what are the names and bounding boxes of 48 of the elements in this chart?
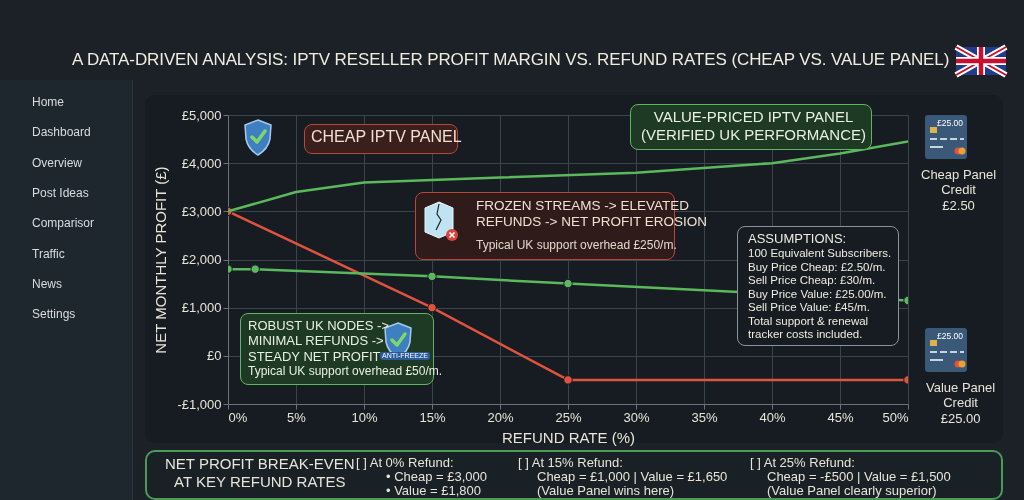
x-tick-label: 40% [759,409,786,425]
text: Overview [32,156,83,171]
x-tick-label: 25% [555,409,582,425]
x-axis-title: REFUND RATE (%) [501,428,636,446]
text: News [32,277,63,292]
text: (Value Panel clearly superior) [767,483,937,499]
point [563,278,573,289]
text: Post Ideas [32,186,89,201]
text: Cheap = -£500 | Value = £1,500 [767,469,951,485]
y-tick-label: -£1,000 [177,396,222,412]
text: £25.00 [937,331,963,342]
text: Settings [32,307,76,322]
y-tick-label: £4,000 [181,155,222,171]
x-tick-label: 15% [419,409,446,425]
y-tick-label: £1,000 [181,300,222,316]
text: Value Panel Credit £25.00 [926,380,996,426]
text: • Value = £1,800 [386,483,482,499]
text: Cheap = £1,000 | Value = £1,650 [537,469,728,485]
x-tick-label: 0% [228,409,248,425]
text: Home [32,95,65,110]
text: [ ] At 0% Refund: [356,455,454,471]
y-axis-title: NET MONTHLY PROFIT (£) [152,166,170,354]
text: [ ] At 15% Refund: [518,455,623,471]
x-tick-label: 45% [827,409,854,425]
y-tick-label: £0 [207,348,222,364]
annotation: ASSUMPTIONS: [748,231,847,247]
point [427,271,437,282]
text: (Value Panel wins here) [537,483,675,499]
chart-title: A DATA-DRIVEN ANALYSIS: IPTV RESELLER PROFIT MARGIN VS. REFUND RATES (CHEAP VS. VALUE PANEL) [72,50,950,71]
x-tick-label: 5% [287,409,307,425]
annotation: 100 Equivalent Subscribers. Buy Price Cheap: £2.50/m. Sell Price Cheap: £30/m. Buy Price Value: £25.00/m. Sell Price Value: £45/m. Total support & renewal tracker costs included. [748,247,892,342]
text: NET PROFIT BREAK-EVEN AT KEY REFUND RATES [165,455,355,491]
x-tick-label: 35% [691,409,718,425]
x-tick-label: 30% [623,409,650,425]
x-tick-label: 20% [487,409,514,425]
text: Cheap Panel Credit £2.50 [921,167,997,213]
text: Comparisor [32,216,95,231]
y-tick-label: £3,000 [181,203,222,219]
y-tick-label: £5,000 [181,107,222,123]
y-tick-label: £2,000 [181,252,222,267]
text: [ ] At 25% Refund: [750,455,855,471]
x-tick-label: 50% [882,409,909,425]
text: • Cheap = £3,000 [386,469,488,485]
text: Traffic [32,247,65,262]
x-tick-label: 10% [351,409,378,425]
annotation: VALUE-PRICED IPTV PANEL (VERIFIED UK PERFORMANCE) [641,108,867,144]
text: £25.00 [937,118,963,129]
text: Dashboard [32,125,91,140]
